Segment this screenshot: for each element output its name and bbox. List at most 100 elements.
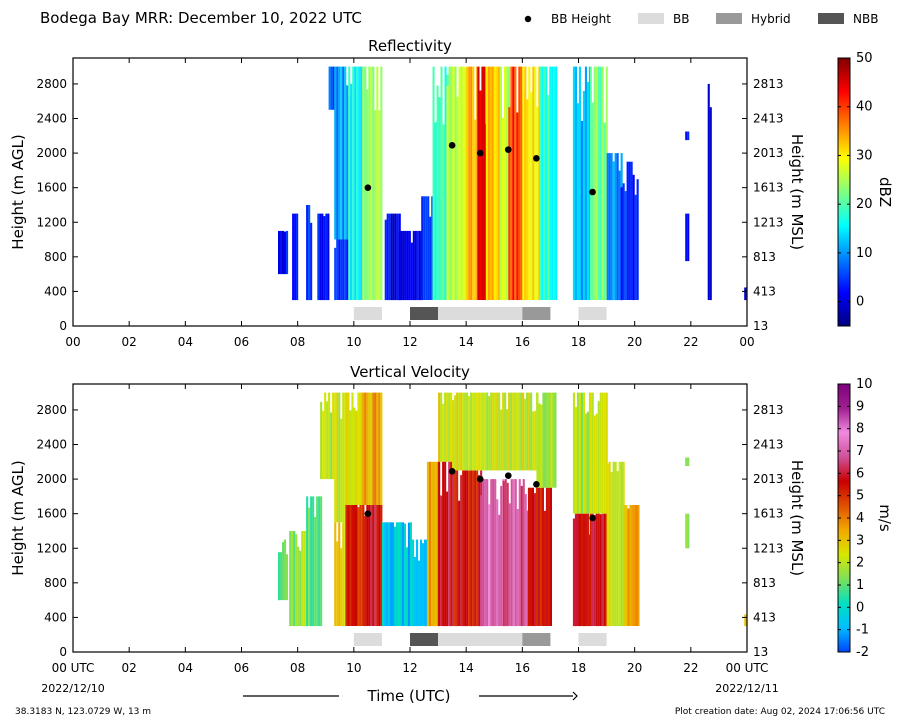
- precip-block: [744, 614, 747, 627]
- precip-block: [620, 161, 639, 301]
- precip-block: [348, 66, 365, 301]
- x-tick-label: 00 UTC: [726, 661, 769, 675]
- precip-block: [527, 487, 552, 627]
- bb-height-point: [476, 475, 484, 483]
- precip-block: [289, 531, 308, 627]
- x-tick-label: 00: [739, 335, 754, 349]
- precip-block: [452, 470, 483, 627]
- y-tick-label: 0: [59, 645, 67, 659]
- precip-block: [320, 392, 337, 480]
- panel-title: Vertical Velocity: [350, 363, 470, 381]
- precip-block: [438, 392, 455, 462]
- y-tick-label: 2400: [36, 438, 67, 452]
- colorbar-tick-label: -2: [856, 645, 869, 660]
- precip-block: [398, 230, 423, 301]
- precip-block: [685, 131, 690, 141]
- colorbar-tick-label: 40: [856, 100, 873, 115]
- precip-block: [328, 66, 335, 110]
- bb-height-point: [504, 146, 512, 153]
- colorbar-label: dBZ: [876, 177, 894, 207]
- precip-block: [485, 66, 502, 301]
- y-tick-label: 2000: [36, 472, 67, 486]
- y-tick-label-right: 413: [753, 610, 776, 624]
- precip-block: [426, 461, 439, 627]
- y-tick-label-right: 1213: [753, 541, 784, 555]
- bb-height-point: [364, 184, 372, 191]
- y-axis-label: Height (m AGL): [9, 460, 27, 575]
- type-bar-hybrid: [522, 307, 551, 320]
- y-tick-label-right: 2413: [753, 438, 784, 452]
- y-tick-label: 2400: [36, 112, 67, 126]
- colorbar-tick-label: 3: [856, 533, 864, 548]
- precip-block: [502, 479, 529, 627]
- y-tick-label: 1600: [36, 181, 67, 195]
- colorbar-tick-label: 30: [856, 148, 873, 163]
- legend-label: Hybrid: [751, 12, 791, 26]
- colorbar-tick-label: 10: [856, 377, 873, 392]
- y-tick-label: 1200: [36, 215, 67, 229]
- precip-block: [278, 230, 289, 275]
- y-tick-label: 1600: [36, 507, 67, 521]
- precip-block: [539, 66, 558, 301]
- precip-type-bars: [353, 633, 607, 646]
- start-date: 2022/12/10: [41, 682, 104, 695]
- colorbar: 0 10 20 30 40 50 dBZ: [837, 51, 894, 327]
- x-tick-label: 02: [122, 661, 137, 675]
- x-tick-label: 18: [571, 335, 586, 349]
- colorbar-tick-label: -1: [856, 623, 869, 638]
- precip-block: [685, 213, 690, 262]
- colorbar-tick-label: 50: [856, 51, 873, 66]
- precip-block: [362, 66, 383, 301]
- x-tick-label: 12: [402, 335, 417, 349]
- precip-block: [362, 505, 383, 627]
- y-axis-label: Height (m AGL): [9, 134, 27, 249]
- precip-block: [508, 66, 525, 301]
- precip-block: [589, 392, 608, 514]
- x-tick-label: 06: [234, 661, 249, 675]
- y-tick-label: 400: [44, 284, 67, 298]
- colorbar-tick-label: 20: [856, 197, 873, 212]
- precip-block: [278, 539, 289, 601]
- y-tick-label: 800: [44, 576, 67, 590]
- precip-block: [572, 392, 591, 514]
- type-legend: BB Height BB Hybrid NBB: [524, 12, 878, 26]
- axes: 0 13 400 413 800 813 1200 1213 1600 1613 2000 2013 2…: [36, 384, 784, 675]
- end-date: 2022/12/11: [715, 682, 778, 695]
- bb-height-markers: [364, 468, 596, 522]
- precip-type-bars: [353, 307, 607, 320]
- colorbar-tick-label: 1: [856, 578, 864, 593]
- precip-block: [334, 66, 351, 240]
- type-bar-nbb: [410, 633, 439, 646]
- precip-block: [446, 66, 467, 301]
- y-tick-label: 1200: [36, 541, 67, 555]
- x-tick-label: 08: [290, 335, 305, 349]
- colorbar-tick-label: 5: [856, 489, 864, 504]
- x-tick-label: 14: [459, 335, 474, 349]
- precip-block: [589, 66, 608, 301]
- type-bar-bb: [438, 307, 523, 320]
- type-bar-bb: [353, 633, 382, 646]
- colorbar-tick-label: 7: [856, 444, 864, 459]
- legend-item-bb: BB: [638, 12, 689, 26]
- colorbar-tick-label: 6: [856, 466, 864, 481]
- precip-block: [292, 213, 299, 301]
- legend-label: NBB: [853, 12, 878, 26]
- precip-block: [707, 83, 712, 301]
- y-axis-label-right: Height (m MSL): [788, 460, 806, 576]
- precip-block: [384, 213, 401, 301]
- precip-block: [685, 513, 690, 549]
- legend-label: BB Height: [551, 12, 611, 26]
- precip-block: [381, 522, 412, 627]
- bb-height-point: [476, 149, 484, 157]
- legend-swatch: [638, 13, 664, 24]
- colorbar-tick-label: 0: [856, 295, 864, 310]
- y-tick-label: 400: [44, 610, 67, 624]
- x-axis-label: Time (UTC): [367, 687, 451, 705]
- precip-block: [362, 392, 383, 505]
- x-tick-label: 16: [515, 335, 530, 349]
- precip-block: [606, 461, 625, 627]
- x-tick-label: 20: [627, 661, 642, 675]
